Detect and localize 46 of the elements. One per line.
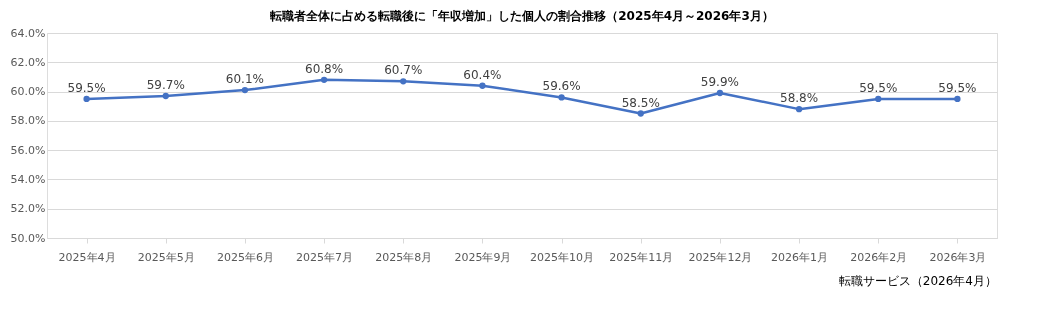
point (637, 110, 644, 117)
data-label: 59.5% (938, 80, 977, 95)
data-label: 60.7% (384, 63, 423, 78)
point (400, 78, 407, 85)
data-label: 58.8% (780, 91, 819, 106)
point (795, 105, 803, 113)
x-tick-label: 2025年5月 (137, 250, 195, 264)
point (875, 95, 882, 103)
x-tick-label: 2025年12月 (688, 250, 753, 264)
x-tick-label: 2025年6月 (216, 250, 274, 264)
data-label: 59.7% (146, 77, 185, 92)
data-label: 59.6% (542, 79, 581, 94)
x-tick-label: 2026年2月 (850, 250, 908, 264)
y-tick-label: 58.0% (10, 114, 46, 128)
y-tick-label: 54.0% (10, 172, 46, 186)
y-tick-label: 52.0% (10, 202, 46, 216)
point (241, 86, 249, 94)
y-tick-label: 50.0% (10, 231, 46, 245)
point (558, 94, 565, 101)
x-tick-label: 2025年10月 (530, 250, 595, 264)
chart-title: 転職者全体に占める転職後に「年収増加」した個人の割合推移（2025年4月～2026年3月） (270, 9, 774, 23)
data-label: 60.1% (225, 72, 264, 87)
x-tick-label: 2025年9月 (454, 250, 512, 264)
point (716, 89, 724, 97)
data-label: 60.8% (305, 61, 344, 76)
point (320, 76, 328, 84)
x-tick-label: 2025年8月 (375, 250, 433, 264)
point (83, 95, 90, 103)
data-label: 59.9% (700, 75, 739, 90)
point (954, 95, 961, 103)
x-tick-label: 2025年4月 (58, 250, 116, 264)
point (479, 82, 486, 89)
y-tick-label: 60.0% (10, 85, 46, 99)
x-tick-label: 2026年3月 (929, 250, 987, 264)
text: 転職サービス（2026年4月） (838, 274, 997, 288)
y-tick-label: 62.0% (10, 55, 46, 69)
data-label: 59.5% (67, 80, 106, 95)
y-tick-label: 64.0% (10, 26, 46, 40)
data-label: 59.5% (859, 80, 898, 95)
x-tick-label: 2025年11月 (609, 250, 674, 264)
data-label: 58.5% (621, 95, 660, 110)
x-tick-label: 2026年1月 (771, 250, 829, 264)
data-label: 60.4% (463, 67, 502, 82)
y-tick-label: 56.0% (10, 143, 46, 157)
point (162, 92, 169, 100)
x-tick-label: 2025年7月 (296, 250, 354, 264)
